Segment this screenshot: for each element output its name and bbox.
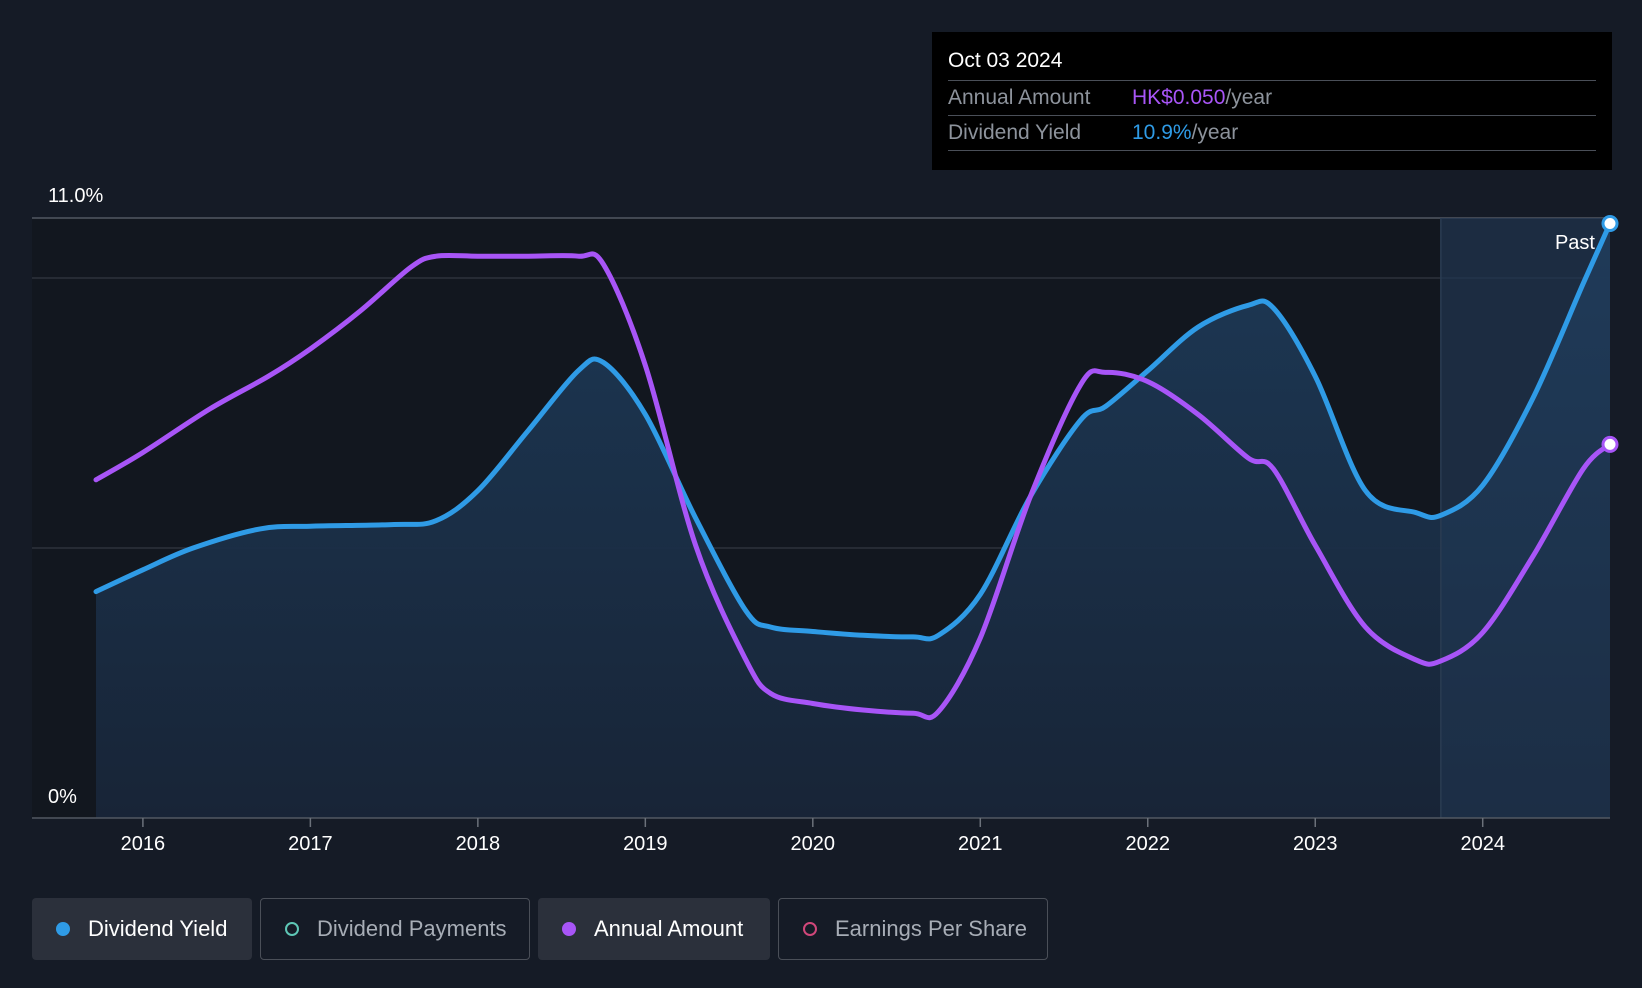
legend-label: Dividend Payments <box>317 916 507 941</box>
tooltip-annual-row: Annual Amount HK$0.050 /year <box>948 80 1596 115</box>
legend-dividend-payments[interactable]: Dividend Payments <box>260 898 530 960</box>
tooltip-annual-value: HK$0.050 <box>1132 86 1226 109</box>
x-axis: 2016 2017 2018 2019 2020 2021 2022 2023 2024 <box>32 817 1610 855</box>
legend-dot-icon <box>562 922 576 936</box>
legend-label: Earnings Per Share <box>835 916 1027 941</box>
chart-series <box>93 218 1613 818</box>
tooltip-yield-label: Dividend Yield <box>948 121 1082 144</box>
dividend-yield-endpoint <box>1601 214 1619 232</box>
tooltip-date: Oct 03 2024 <box>948 49 1063 72</box>
x-tick-label: 2017 <box>288 833 333 855</box>
x-tick-label: 2018 <box>456 833 501 855</box>
past-region-overlay <box>1440 218 1610 818</box>
legend-dividend-yield[interactable]: Dividend Yield <box>32 898 252 960</box>
tooltip-yield-row: Dividend Yield 10.9% /year <box>948 115 1596 151</box>
y-tick-label-bottom: 0% <box>48 786 77 808</box>
legend-label: Dividend Yield <box>88 916 228 941</box>
x-tick-label: 2022 <box>1126 833 1171 855</box>
tooltip-yield-unit: /year <box>1191 121 1239 144</box>
chart-tooltip: Oct 03 2024 Annual Amount HK$0.050 /year… <box>932 32 1612 170</box>
x-tick-label: 2021 <box>958 833 1003 855</box>
x-tick-label: 2016 <box>121 833 166 855</box>
tooltip-annual-label: Annual Amount <box>948 86 1091 109</box>
tooltip-yield-value: 10.9% <box>1132 121 1192 144</box>
legend-ring-icon <box>285 922 299 936</box>
x-tick-label: 2020 <box>791 833 836 855</box>
x-tick-label: 2019 <box>623 833 668 855</box>
dividend-yield-area <box>96 223 1610 818</box>
legend-ring-icon <box>803 922 817 936</box>
legend-earnings-per-share[interactable]: Earnings Per Share <box>778 898 1048 960</box>
legend-dot-icon <box>56 922 70 936</box>
tooltip-annual-unit: /year <box>1225 86 1273 109</box>
x-tick-label: 2024 <box>1460 833 1505 855</box>
x-tick-label: 2023 <box>1293 833 1338 855</box>
endpoint-markers <box>1601 214 1619 453</box>
past-label: Past <box>1555 232 1595 254</box>
legend-label: Annual Amount <box>594 916 744 941</box>
dividend-yield-line <box>93 221 1613 642</box>
legend-annual-amount[interactable]: Annual Amount <box>538 898 770 960</box>
y-tick-label-top: 11.0% <box>48 185 103 207</box>
annual-amount-line <box>93 251 1613 721</box>
annual-amount-endpoint <box>1601 435 1619 453</box>
